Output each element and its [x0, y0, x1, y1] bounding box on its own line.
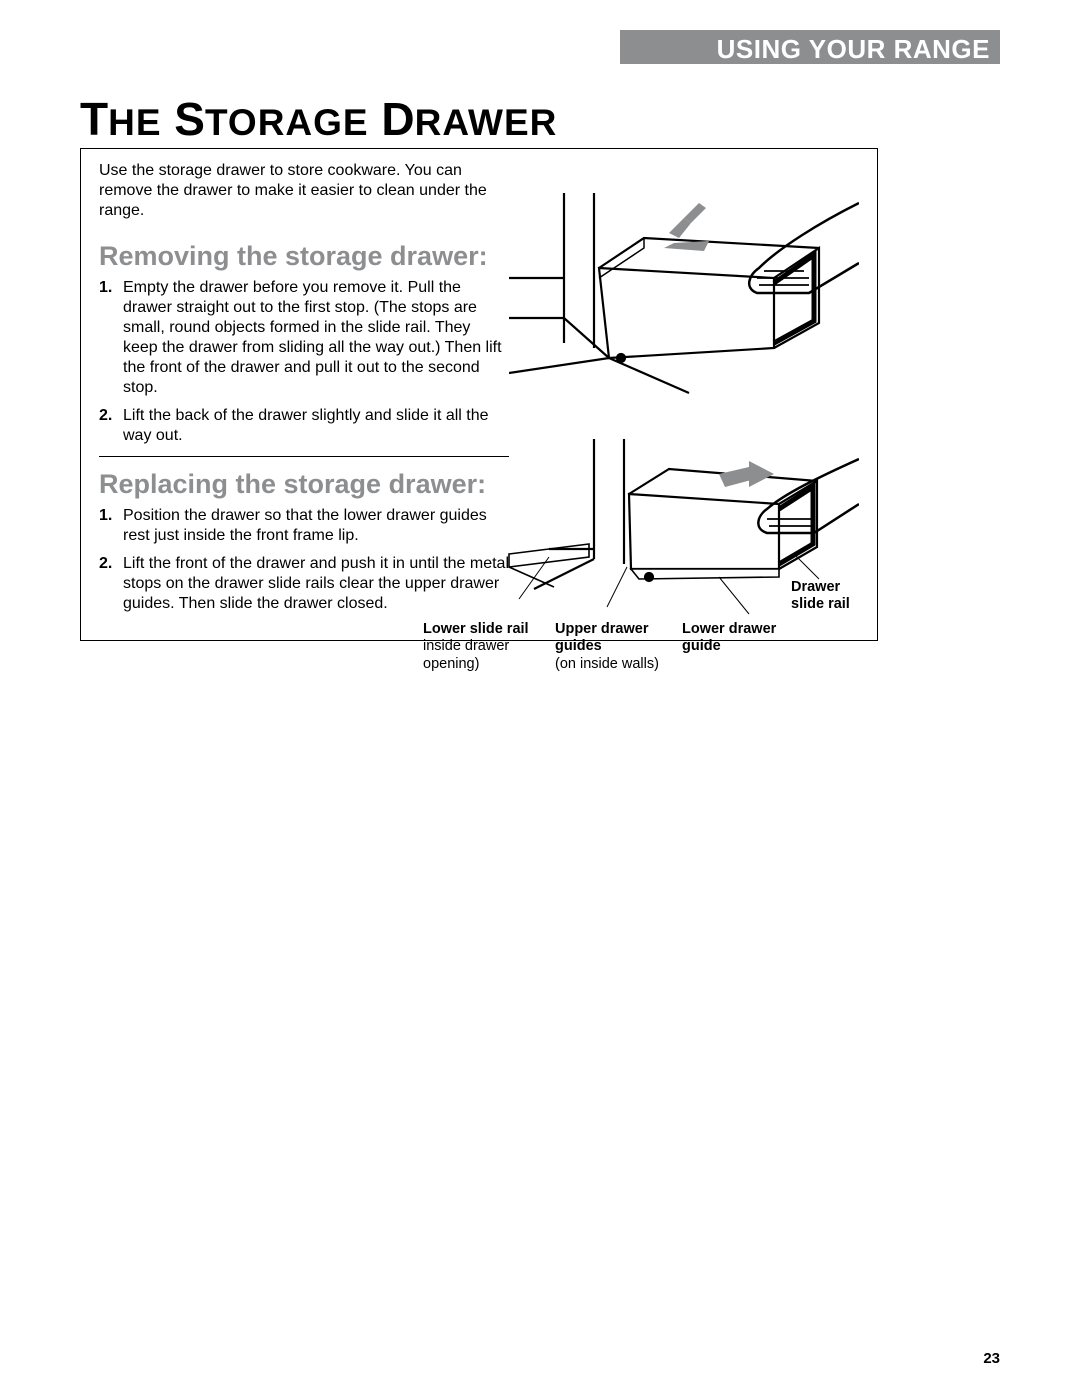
- list-item: 2. Lift the back of the drawer slightly …: [99, 406, 509, 446]
- page-title: THE STORAGE DRAWER: [80, 92, 557, 146]
- step-number: 2.: [99, 554, 123, 614]
- callout-upper-drawer-guides-sub: (on inside walls): [555, 656, 659, 672]
- callout-labels: Lower slide rail inside drawer opening) …: [421, 619, 861, 675]
- content-box: Use the storage drawer to store cookware…: [80, 148, 878, 641]
- title-lead3: D: [381, 93, 414, 145]
- intro-paragraph: Use the storage drawer to store cookware…: [99, 161, 499, 221]
- step-text: Lift the back of the drawer slightly and…: [123, 406, 509, 446]
- step-text: Lift the front of the drawer and push it…: [123, 554, 509, 614]
- list-item: 1. Empty the drawer before you remove it…: [99, 278, 509, 398]
- step-text: Position the drawer so that the lower dr…: [123, 506, 509, 546]
- drawer-remove-illustration: [509, 193, 859, 418]
- title-rest1: HE: [108, 102, 161, 143]
- callout-lower-drawer-guide: Lower drawer guide: [682, 621, 776, 654]
- title-lead: T: [80, 93, 108, 145]
- section-divider: [99, 456, 509, 457]
- section-header-band: USING YOUR RANGE: [620, 30, 1000, 64]
- section-header-text: USING YOUR RANGE: [717, 34, 990, 64]
- replacing-steps: 1. Position the drawer so that the lower…: [99, 506, 509, 614]
- list-item: 1. Position the drawer so that the lower…: [99, 506, 509, 546]
- page-number: 23: [983, 1350, 1000, 1367]
- step-number: 1.: [99, 506, 123, 546]
- callout-upper-drawer-guides: Upper drawer guides: [555, 621, 648, 654]
- title-rest3: RAWER: [415, 102, 558, 143]
- callout-lower-slide-rail: Lower slide rail: [423, 621, 529, 637]
- title-lead2: S: [174, 93, 205, 145]
- step-text: Empty the drawer before you remove it. P…: [123, 278, 509, 398]
- callout-drawer-slide-rail: Drawer slide rail: [791, 579, 850, 612]
- list-item: 2. Lift the front of the drawer and push…: [99, 554, 509, 614]
- removing-steps: 1. Empty the drawer before you remove it…: [99, 278, 509, 446]
- step-number: 2.: [99, 406, 123, 446]
- title-rest2: TORAGE: [205, 102, 369, 143]
- callout-lower-slide-rail-sub: inside drawer opening): [423, 638, 509, 671]
- step-number: 1.: [99, 278, 123, 398]
